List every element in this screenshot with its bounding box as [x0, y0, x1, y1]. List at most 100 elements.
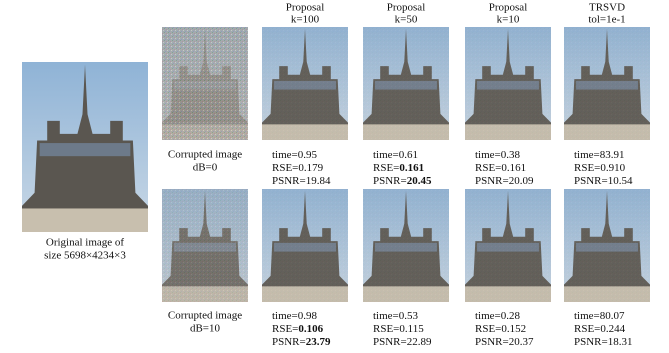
metric-label: PSNR=	[272, 336, 306, 348]
metric-label: RSE=	[373, 162, 399, 174]
image	[465, 27, 551, 140]
image-noise	[363, 27, 449, 140]
metric-value: 22.89	[407, 336, 432, 348]
metric-line: RSE=0.115	[373, 323, 424, 335]
column-header: tol=1e-1	[588, 14, 625, 26]
column-header: Proposal	[387, 2, 426, 14]
metric-label: RSE=	[475, 323, 501, 335]
metric-value: 0.38	[501, 149, 521, 161]
metric-label: time=	[373, 310, 399, 322]
metric-label: PSNR=	[574, 336, 608, 348]
metric-label: time=	[475, 149, 501, 161]
metric-line: PSNR=20.09	[475, 175, 534, 187]
image-noise	[262, 189, 348, 302]
metric-label: time=	[272, 149, 298, 161]
image	[162, 189, 248, 302]
metric-line: time=83.91	[574, 149, 625, 161]
image	[363, 189, 449, 302]
image-noise	[465, 27, 551, 140]
metric-label: PSNR=	[373, 336, 407, 348]
image	[564, 189, 650, 302]
image	[162, 27, 248, 140]
column-header: k=50	[395, 14, 418, 26]
metric-value: 10.54	[608, 175, 633, 187]
image	[564, 27, 650, 140]
metric-value: 0.161	[501, 162, 526, 174]
image-noise	[465, 189, 551, 302]
column-header: TRSVD	[589, 2, 625, 14]
metric-label: RSE=	[574, 162, 600, 174]
metric-label: RSE=	[272, 162, 298, 174]
metric-value: 23.79	[306, 336, 331, 348]
metric-label: time=	[574, 310, 600, 322]
metric-value: 0.244	[600, 323, 625, 335]
metric-value: 0.179	[298, 162, 323, 174]
metric-value: 80.07	[600, 310, 625, 322]
metric-value: 0.28	[501, 310, 521, 322]
metric-line: RSE=0.244	[574, 323, 626, 335]
metric-value: 0.152	[501, 323, 526, 335]
image-noise	[162, 27, 248, 140]
metric-line: PSNR=23.79	[272, 336, 331, 348]
metric-value: 0.910	[600, 162, 625, 174]
image	[262, 189, 348, 302]
metric-line: PSNR=20.45	[373, 175, 432, 187]
metric-label: RSE=	[475, 162, 501, 174]
figure: Original image ofsize 5698×4234×3 Proposa…	[0, 0, 669, 353]
image-noise	[564, 189, 650, 302]
image-noise	[262, 27, 348, 140]
corrupted-caption: Corrupted image	[168, 310, 242, 322]
metric-line: PSNR=22.89	[373, 336, 432, 348]
metric-line: time=0.38	[475, 149, 521, 161]
metric-value: 0.95	[298, 149, 318, 161]
metric-label: time=	[574, 149, 600, 161]
metric-label: PSNR=	[475, 175, 509, 187]
metric-value: 18.31	[608, 336, 633, 348]
original-caption: size 5698×4234×3	[44, 250, 126, 262]
metric-label: time=	[373, 149, 399, 161]
metric-value: 20.09	[509, 175, 534, 187]
metric-line: time=0.53	[373, 310, 419, 322]
corrupted-caption: Corrupted image	[168, 149, 242, 161]
column-header: Proposal	[489, 2, 528, 14]
metric-line: time=0.95	[272, 149, 318, 161]
metric-label: time=	[272, 310, 298, 322]
column-header: k=100	[291, 14, 320, 26]
image	[363, 27, 449, 140]
metric-line: PSNR=18.31	[574, 336, 632, 348]
metric-value: 20.45	[407, 175, 432, 187]
metric-label: PSNR=	[475, 336, 509, 348]
metric-value: 0.161	[399, 162, 424, 174]
column-header: k=10	[497, 14, 520, 26]
metric-label: PSNR=	[373, 175, 407, 187]
metric-line: time=0.28	[475, 310, 521, 322]
metric-value: 0.53	[399, 310, 419, 322]
corrupted-caption: dB=10	[190, 323, 221, 335]
image	[22, 62, 148, 232]
metric-line: time=0.98	[272, 310, 318, 322]
metric-value: 83.91	[600, 149, 625, 161]
column-header: Proposal	[286, 2, 325, 14]
metric-line: RSE=0.106	[272, 323, 324, 335]
metric-label: PSNR=	[272, 175, 306, 187]
metric-line: PSNR=20.37	[475, 336, 534, 348]
image-noise	[564, 27, 650, 140]
metric-value: 20.37	[509, 336, 534, 348]
metric-line: time=0.61	[373, 149, 418, 161]
metric-label: time=	[475, 310, 501, 322]
metric-line: RSE=0.910	[574, 162, 626, 174]
metric-value: 0.61	[399, 149, 418, 161]
image-noise	[162, 189, 248, 302]
image	[465, 189, 551, 302]
metric-line: RSE=0.152	[475, 323, 526, 335]
metric-label: RSE=	[373, 323, 399, 335]
metric-line: RSE=0.179	[272, 162, 324, 174]
original-caption: Original image of	[46, 237, 125, 249]
metric-line: PSNR=10.54	[574, 175, 633, 187]
metric-line: RSE=0.161	[475, 162, 526, 174]
metric-value: 19.84	[306, 175, 331, 187]
metric-value: 0.98	[298, 310, 318, 322]
metric-line: RSE=0.161	[373, 162, 424, 174]
metric-label: RSE=	[574, 323, 600, 335]
metric-line: PSNR=19.84	[272, 175, 331, 187]
